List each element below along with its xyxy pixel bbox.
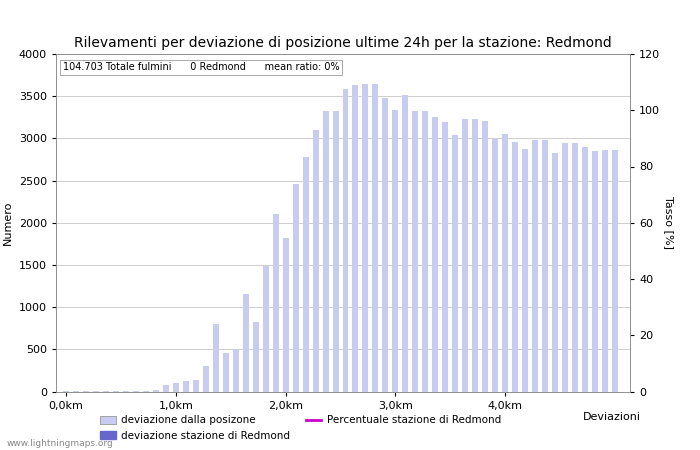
- Text: Deviazioni: Deviazioni: [582, 412, 640, 422]
- Bar: [283, 238, 288, 392]
- Bar: [522, 149, 528, 392]
- Bar: [552, 153, 558, 392]
- Y-axis label: Numero: Numero: [4, 201, 13, 245]
- Bar: [592, 151, 598, 392]
- Bar: [612, 150, 618, 392]
- Bar: [183, 382, 189, 392]
- Bar: [272, 214, 279, 392]
- Bar: [113, 391, 119, 392]
- Bar: [193, 380, 199, 392]
- Text: www.lightningmaps.org: www.lightningmaps.org: [7, 439, 113, 448]
- Bar: [402, 95, 408, 392]
- Bar: [582, 147, 588, 392]
- Bar: [382, 98, 389, 392]
- Bar: [562, 143, 568, 392]
- Bar: [422, 111, 428, 392]
- Bar: [243, 294, 248, 392]
- Bar: [313, 130, 319, 392]
- Title: Rilevamenti per deviazione di posizione ultime 24h per la stazione: Redmond: Rilevamenti per deviazione di posizione …: [74, 36, 612, 50]
- Bar: [153, 390, 159, 392]
- Bar: [482, 121, 488, 392]
- Bar: [502, 134, 508, 392]
- Bar: [433, 117, 438, 392]
- Legend: deviazione dalla posizone, deviazione stazione di Redmond, Percentuale stazione : deviazione dalla posizone, deviazione st…: [96, 411, 505, 445]
- Bar: [293, 184, 299, 392]
- Bar: [223, 353, 229, 392]
- Bar: [213, 324, 218, 392]
- Bar: [492, 139, 498, 392]
- Bar: [512, 142, 518, 392]
- Bar: [442, 122, 448, 392]
- Bar: [93, 391, 99, 392]
- Bar: [412, 111, 419, 392]
- Bar: [363, 85, 368, 392]
- Y-axis label: Tasso [%]: Tasso [%]: [664, 196, 674, 249]
- Bar: [262, 266, 269, 392]
- Bar: [532, 140, 538, 392]
- Bar: [232, 349, 239, 392]
- Bar: [143, 391, 149, 392]
- Bar: [123, 391, 129, 392]
- Bar: [462, 119, 468, 392]
- Text: 104.703 Totale fulmini      0 Redmond      mean ratio: 0%: 104.703 Totale fulmini 0 Redmond mean ra…: [63, 63, 340, 72]
- Bar: [353, 85, 358, 392]
- Bar: [332, 111, 339, 392]
- Bar: [133, 391, 139, 392]
- Bar: [342, 90, 349, 392]
- Bar: [203, 366, 209, 392]
- Bar: [103, 391, 109, 392]
- Bar: [372, 85, 379, 392]
- Bar: [323, 112, 328, 392]
- Bar: [163, 385, 169, 392]
- Bar: [173, 383, 178, 392]
- Bar: [602, 150, 608, 392]
- Bar: [473, 119, 478, 392]
- Bar: [253, 322, 258, 392]
- Bar: [572, 144, 578, 392]
- Bar: [452, 135, 458, 392]
- Bar: [393, 110, 398, 392]
- Bar: [542, 140, 548, 392]
- Bar: [302, 157, 309, 392]
